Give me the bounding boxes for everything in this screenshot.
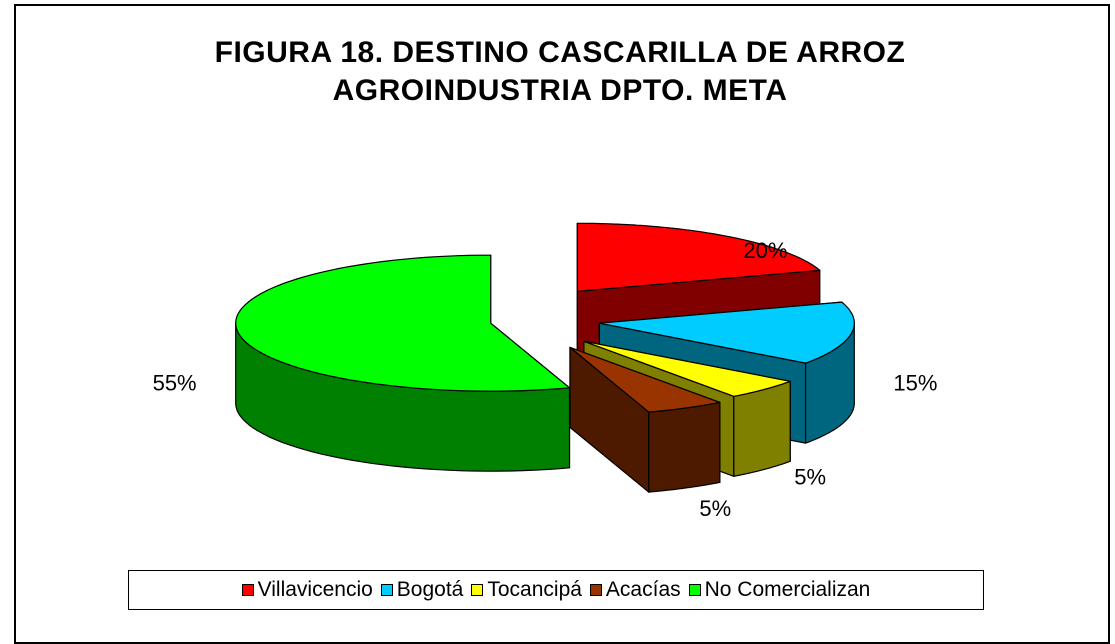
- slice-side: [733, 380, 791, 477]
- data-label: 5%: [699, 496, 731, 521]
- legend-label: Villavicencio: [257, 578, 373, 601]
- legend-item: Tocancipá: [471, 578, 582, 602]
- legend-swatch: [589, 584, 602, 596]
- legend-swatch: [380, 584, 393, 596]
- legend-label: Acacías: [605, 578, 681, 601]
- data-label: 5%: [794, 465, 826, 490]
- legend-swatch: [471, 584, 484, 596]
- slice-top: [576, 222, 821, 292]
- legend-item: Villavicencio: [241, 578, 373, 602]
- legend-label: No Comercializan: [704, 578, 871, 601]
- pie-slice: [569, 346, 721, 493]
- legend-label: Bogotá: [396, 578, 464, 601]
- chart-title: FIGURA 18. DESTINO CASCARILLA DE ARROZ A…: [214, 36, 906, 107]
- legend: Villavicencio Bogotá Tocancipá Acacías No Co…: [128, 570, 984, 610]
- slice-top: [598, 301, 855, 364]
- slice-top: [583, 340, 791, 397]
- chart-frame: [14, 4, 1110, 644]
- legend-swatch: [241, 584, 254, 596]
- legend-item: Acacías: [589, 578, 681, 602]
- legend-item: Bogotá: [380, 578, 464, 602]
- slice-top: [569, 346, 721, 413]
- legend-item: No Comercializan: [688, 578, 871, 602]
- legend-swatch: [688, 584, 701, 596]
- slice-top: [235, 254, 571, 392]
- data-label: 20%: [743, 238, 787, 263]
- legend-label: Tocancipá: [487, 578, 582, 601]
- pie-slice: [235, 254, 571, 472]
- data-label: 55%: [153, 371, 197, 396]
- data-label: 15%: [893, 371, 937, 396]
- slice-side: [648, 401, 721, 493]
